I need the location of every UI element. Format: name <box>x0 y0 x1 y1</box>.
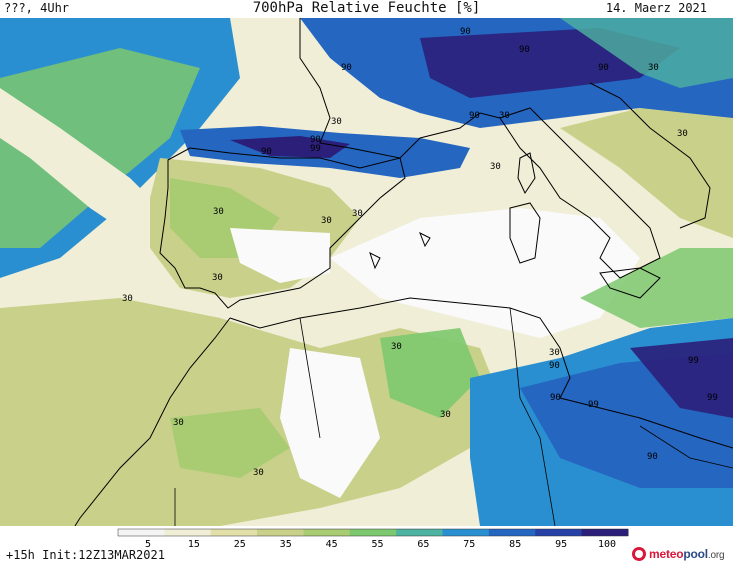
france-coastline <box>299 18 501 159</box>
colorbar-swatch <box>442 529 490 536</box>
contour-label: 30 <box>213 207 224 217</box>
colorbar-tick-label: 100 <box>598 539 616 548</box>
map-header: ???, 4Uhr 700hPa Relative Feuchte [%] 14… <box>0 0 733 18</box>
morocco-coastline <box>74 317 231 526</box>
contour-label: 30 <box>122 294 133 304</box>
contour-label: 30 <box>173 418 184 428</box>
colorbar-swatch <box>581 529 629 536</box>
algeria-border <box>299 317 321 439</box>
colorbar-tick-label: 55 <box>371 539 383 548</box>
colorbar-tick-label: 75 <box>463 539 475 548</box>
atlantic-dry-streak <box>0 88 180 248</box>
sahara-dry-field <box>280 348 380 498</box>
contour-label: 30 <box>677 129 688 139</box>
contour-label: 30 <box>648 63 659 73</box>
colorbar-swatch <box>210 529 258 536</box>
logo-blue-part: pool <box>683 547 708 561</box>
ionian-green-field <box>580 248 733 328</box>
colorbar-tick-label: 65 <box>417 539 429 548</box>
colorbar-tick-label: 35 <box>280 539 292 548</box>
sicily-coastline <box>599 267 661 299</box>
colorbar-swatch <box>164 529 212 536</box>
logo-icon <box>632 547 646 561</box>
balearic-coastline <box>369 231 431 270</box>
libya-border <box>639 425 733 469</box>
contour-labels: 90 90 90 90 90 90 90 90 99 30 30 30 30 3… <box>122 27 718 478</box>
colorbar-tick-label: 5 <box>145 539 151 548</box>
contour-label: 30 <box>321 216 332 226</box>
contour-label: 90 <box>519 45 530 55</box>
logo-tld: .org <box>707 550 725 561</box>
iberia-dry-spot <box>230 228 330 283</box>
valid-time: ???, 4Uhr <box>4 1 70 15</box>
colorbar-swatch <box>257 529 304 536</box>
logo-red-part: meteo <box>649 547 684 561</box>
humidity-map: 90 90 90 90 90 90 90 90 99 30 30 30 30 3… <box>0 18 733 526</box>
map-title: 700hPa Relative Feuchte [%] <box>252 0 481 16</box>
contour-label: 90 <box>310 135 321 145</box>
colorbar: 5 15 25 35 45 55 65 75 85 95 100 <box>117 528 629 548</box>
contour-label: 30 <box>331 117 342 127</box>
colorbar-swatch <box>396 529 444 536</box>
colorbar-swatch <box>349 529 397 536</box>
contour-label: 99 <box>310 144 321 154</box>
tunisia-border <box>509 307 556 526</box>
contour-label: 30 <box>212 273 223 283</box>
libya-purple-field <box>630 338 733 418</box>
pyrenees-purple-band <box>230 136 350 158</box>
contour-label: 30 <box>549 348 560 358</box>
logo-text: meteopool.org <box>649 547 725 561</box>
colorbar-tick-label: 85 <box>509 539 521 548</box>
contour-label: 30 <box>352 209 363 219</box>
colorbar-swatch <box>303 529 351 536</box>
central-med-dry-field <box>330 208 640 338</box>
corsica-coastline <box>517 152 536 195</box>
contour-label: 30 <box>499 111 510 121</box>
colorbar-swatch <box>118 529 165 536</box>
contour-label: 30 <box>440 410 451 420</box>
run-info: +15h Init:12Z13MAR2021 <box>6 548 165 562</box>
contour-label: 99 <box>707 393 718 403</box>
sardinia-coastline <box>509 202 541 264</box>
colorbar-tick-label: 25 <box>234 539 246 548</box>
contour-label: 90 <box>469 111 480 121</box>
contour-label: 99 <box>688 356 699 366</box>
contour-label: 30 <box>490 162 501 172</box>
contour-label: 30 <box>253 468 264 478</box>
colorbar-legend: 5 15 25 35 45 55 65 75 85 95 100 +15h Init:12Z13MA… <box>0 526 733 566</box>
colorbar-swatch <box>488 529 536 536</box>
contour-label: 90 <box>549 361 560 371</box>
contour-label: 90 <box>341 63 352 73</box>
adriatic-olive-field <box>560 108 733 238</box>
colorbar-tick-label: 45 <box>326 539 338 548</box>
contour-label: 90 <box>460 27 471 37</box>
contour-label: 90 <box>261 147 272 157</box>
humidity-fields <box>0 18 733 526</box>
colorbar-tick-label: 95 <box>555 539 567 548</box>
contour-label: 30 <box>391 342 402 352</box>
iberia-coastline <box>159 147 406 309</box>
colorbar-swatch <box>535 529 583 536</box>
contour-label: 90 <box>598 63 609 73</box>
contour-label: 90 <box>647 452 658 462</box>
coastlines <box>74 18 733 526</box>
atlas-green-field <box>170 408 290 478</box>
italy-coastline <box>499 82 711 279</box>
map-date: 14. Maerz 2021 <box>605 1 707 15</box>
north-africa-coastline <box>229 297 733 449</box>
meteopool-logo: meteopool.org <box>630 546 732 566</box>
colorbar-tick-label: 15 <box>188 539 200 548</box>
borders <box>174 307 733 526</box>
north-africa-green-field <box>380 328 480 418</box>
atlantic-green-field <box>0 48 200 248</box>
contour-label: 99 <box>588 400 599 410</box>
contour-label: 90 <box>550 393 561 403</box>
colorbar-frame <box>117 528 629 537</box>
italy-green-field <box>560 18 733 88</box>
